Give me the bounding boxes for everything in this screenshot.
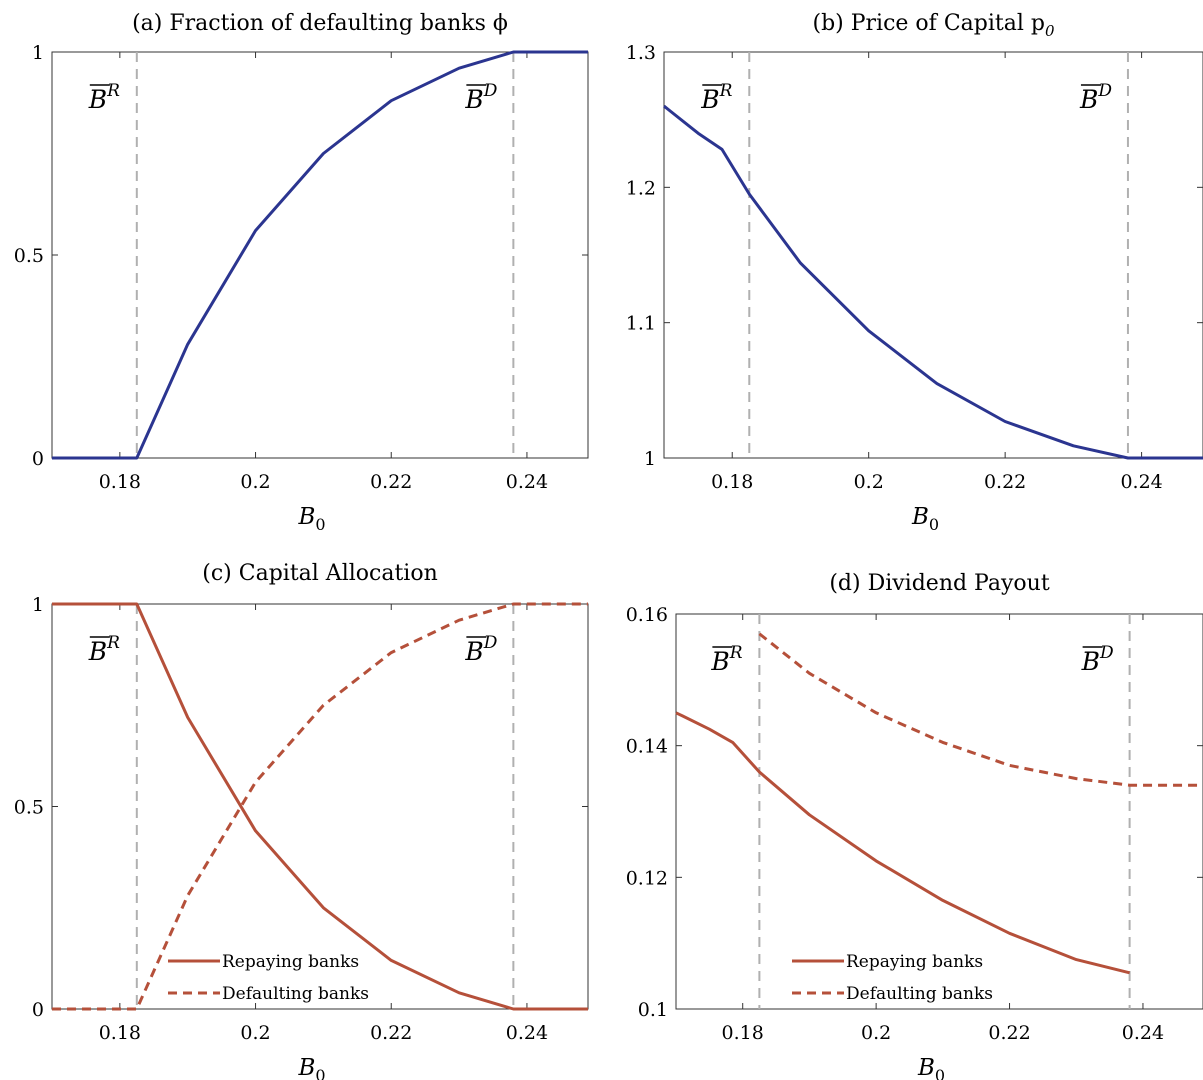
y-tick-label: 0.5 xyxy=(14,245,44,267)
series-line-0 xyxy=(663,104,1203,460)
x-axis-label: B0 xyxy=(297,1055,325,1080)
threshold-annotation: BR xyxy=(710,643,742,676)
threshold-annotation: BR xyxy=(88,81,120,114)
plot-frame xyxy=(51,51,589,459)
chart-panel-3: (d) Dividend Payout 0.18 0.2 0.22 0.24 0.1 0.1… xyxy=(626,571,1203,1080)
x-tick-label: 0.24 xyxy=(1120,471,1162,493)
chart-title: (a) Fraction of defaulting banks ϕ xyxy=(132,11,508,36)
y-tick-label: 0.12 xyxy=(626,867,668,889)
x-tick-label: 0.22 xyxy=(984,471,1026,493)
series-line-1 xyxy=(758,632,1203,787)
y-tick-label: 1 xyxy=(32,42,44,64)
x-tick-label: 0.24 xyxy=(1122,1022,1164,1044)
threshold-annotation: BD xyxy=(1081,643,1114,676)
x-tick-label: 0.18 xyxy=(722,1022,764,1044)
y-tick-label: 1.2 xyxy=(626,177,656,199)
y-tick-label: 0.1 xyxy=(638,999,668,1021)
x-tick-label: 0.22 xyxy=(370,471,412,493)
x-axis-label: B0 xyxy=(911,504,939,534)
x-tick-label: 0.22 xyxy=(370,1022,412,1044)
series-line-1 xyxy=(52,602,588,1011)
y-tick-label: 0 xyxy=(32,999,44,1021)
y-tick-label: 0 xyxy=(32,448,44,470)
threshold-annotation: BD xyxy=(464,81,497,114)
legend-label: Repaying banks xyxy=(222,952,359,972)
x-tick-label: 0.18 xyxy=(711,471,753,493)
series-line-0 xyxy=(675,711,1130,975)
x-tick-label: 0.2 xyxy=(240,471,270,493)
legend-label: Repaying banks xyxy=(846,952,983,972)
legend-label: Defaulting banks xyxy=(846,984,993,1004)
chart-panel-0: (a) Fraction of defaulting banks ϕ 0.18 0.… xyxy=(14,11,589,534)
x-axis-label: B0 xyxy=(297,504,325,534)
chart-panel-1: (b) Price of Capital p0 0.18 0.2 0.22 0.24 1 1… xyxy=(626,11,1203,534)
threshold-annotation: BR xyxy=(88,633,120,666)
y-tick-label: 0.16 xyxy=(626,604,668,626)
y-tick-label: 1.3 xyxy=(626,42,656,64)
y-tick-label: 1 xyxy=(644,448,656,470)
chart-panel-2: (c) Capital Allocation 0.18 0.2 0.22 0.24 0 0.… xyxy=(14,561,589,1080)
series-line-0 xyxy=(52,602,588,1011)
y-tick-label: 0.5 xyxy=(14,797,44,819)
x-tick-label: 0.24 xyxy=(506,1022,548,1044)
x-tick-label: 0.22 xyxy=(988,1022,1030,1044)
plot-frame xyxy=(663,51,1203,459)
chart-title: (c) Capital Allocation xyxy=(202,561,437,586)
legend-label: Defaulting banks xyxy=(222,984,369,1004)
plot-frame xyxy=(51,603,589,1010)
chart-title: (d) Dividend Payout xyxy=(829,571,1050,596)
x-tick-label: 0.18 xyxy=(99,471,141,493)
x-tick-label: 0.24 xyxy=(506,471,548,493)
x-tick-label: 0.18 xyxy=(99,1022,141,1044)
x-tick-label: 0.2 xyxy=(240,1022,270,1044)
y-tick-label: 1.1 xyxy=(626,313,656,335)
x-axis-label: B0 xyxy=(917,1055,945,1080)
y-tick-label: 1 xyxy=(32,594,44,616)
y-tick-label: 0.14 xyxy=(626,736,668,758)
plot-frame xyxy=(675,613,1203,1010)
chart-title: (b) Price of Capital p0 xyxy=(813,11,1055,40)
x-tick-label: 0.2 xyxy=(861,1022,891,1044)
threshold-annotation: BD xyxy=(464,633,497,666)
series-line-0 xyxy=(52,50,588,460)
threshold-annotation: BD xyxy=(1079,81,1112,114)
x-tick-label: 0.2 xyxy=(854,471,884,493)
threshold-annotation: BR xyxy=(700,81,732,114)
